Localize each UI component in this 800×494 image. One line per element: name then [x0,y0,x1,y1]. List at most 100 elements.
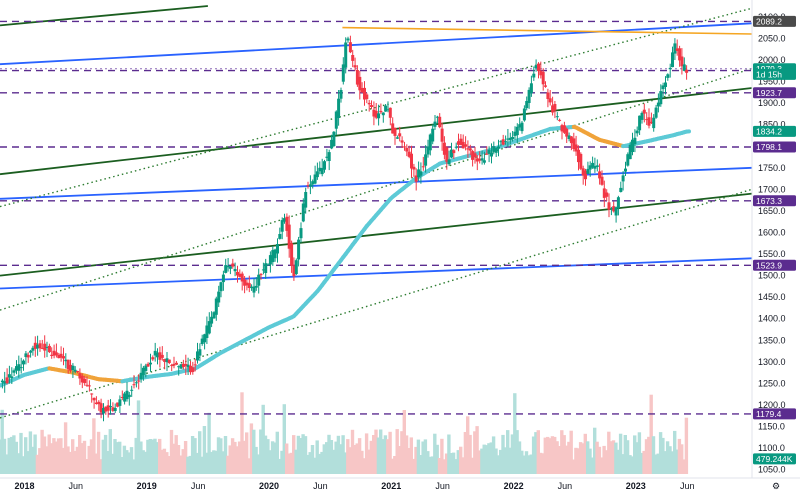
price-tag-1d 15h: 1d 15h [756,69,782,79]
price-tick-label: 2000.0 [758,55,786,65]
candle-body [59,353,63,358]
green-channel-middle [0,87,753,176]
candle-body [205,325,209,338]
candle-body [602,188,606,198]
volume-bar [273,442,277,474]
candle-body [612,206,616,212]
volume-bar [489,442,493,474]
volume-bar [320,451,324,474]
candle-body [381,112,385,116]
trend-lines[interactable] [0,5,753,419]
candle-body [52,350,56,356]
candle-body [47,345,51,353]
candle-body [92,397,96,401]
volume-bar [397,446,402,474]
candle-body [62,356,65,359]
candle-body [567,135,571,139]
volume-bar [94,453,98,474]
volume-bar [42,436,47,474]
price-tick-label: 1450.0 [758,292,786,302]
volume-bar [442,459,446,474]
candle-body [525,101,529,109]
volume-bar [412,458,416,474]
candle-body [80,375,84,383]
volume-bar [550,436,555,474]
candle-body [656,102,660,107]
candle-body [388,107,392,118]
volume-bar [454,459,458,474]
volume-bar [26,451,30,474]
volume-bar [174,435,178,474]
volume-bar [310,445,315,474]
volume-bar [334,441,338,474]
time-axis[interactable]: 2018 Jun 2019 Jun 2020 Jun 2021 Jun 2022 Jun 2023 J… [0,477,800,494]
candle-body [541,71,545,85]
volume-bar [16,453,21,474]
volume-bar [266,439,270,474]
volume-bar [167,456,171,474]
candle-body [264,263,268,273]
volume-bar [447,434,451,474]
volume-bar [252,429,256,474]
candle-body [344,42,348,68]
volume-bar [294,449,298,474]
horizontal-levels[interactable] [0,20,752,415]
candle-body [308,184,312,187]
volume-bar [14,441,18,474]
price-tick-label: 1200.0 [758,400,786,410]
price-tag-479.244K-background [753,453,796,465]
candle-body [196,351,199,361]
time-tick-label: Jun [680,481,695,491]
candle-body [628,144,632,160]
volume-bar [287,453,291,474]
candle-body [370,105,373,107]
volume-bar [520,450,524,474]
candle-body [534,65,538,68]
candle-body [334,111,338,129]
candle-body [581,168,585,176]
candle-body [513,131,517,136]
candle-body [250,286,254,289]
candle-body [276,244,279,254]
volume-bar [289,452,294,474]
settings-icon[interactable]: ⚙ [772,481,780,491]
candle-body [522,108,526,121]
candle-body [544,85,547,87]
volume-bar [247,458,251,474]
volume-bar [367,449,371,474]
candle-body [273,249,277,259]
volume-layer [0,392,689,474]
volume-bar [285,443,289,474]
volume-bar [658,432,663,474]
candle-body [499,141,503,143]
candle-body [501,139,505,145]
candle-body [26,354,30,358]
volume-bar [673,430,677,474]
price-tick-label: 1250.0 [758,378,786,388]
volume-bar [433,433,437,474]
volume-bar [376,437,381,474]
volume-bar [242,440,247,474]
volume-bar [221,451,225,474]
candle-body [419,171,423,176]
volume-bar [630,456,634,474]
candle-body [572,138,576,149]
volume-bar [78,435,82,474]
green-dotted-upper [0,7,753,208]
volume-bar [56,438,61,474]
candle-body [480,158,484,161]
candle-body [50,354,54,356]
volume-bar [317,453,322,474]
volume-bar [680,444,684,474]
price-tags: 2089.21975.21923.71798.11673.31523.91179… [753,15,796,465]
candle-body [109,406,112,408]
candle-body [76,371,80,372]
volume-bar [195,452,199,474]
candle-body [659,91,663,105]
volume-bar [508,447,512,474]
volume-bar [357,438,362,474]
volume-bar [216,437,221,474]
volume-bar [459,446,463,474]
